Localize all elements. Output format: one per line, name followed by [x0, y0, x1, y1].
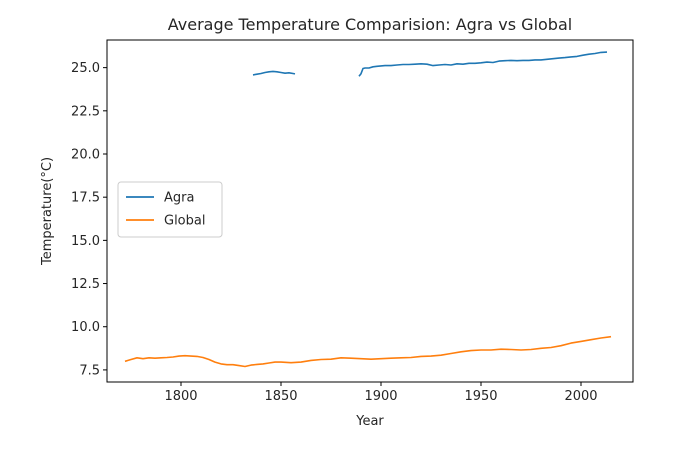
plot-frame — [106, 39, 634, 383]
series-line-agra — [358, 51, 608, 77]
legend-box — [117, 181, 223, 238]
y-tick-label: 7.5 — [79, 363, 100, 378]
y-tick-label: 17.5 — [71, 191, 100, 206]
chart-title: Average Temperature Comparision: Agra vs… — [168, 15, 572, 34]
x-axis-label: Year — [355, 414, 384, 429]
series-line-global — [124, 335, 612, 368]
x-tick-label: 1950 — [464, 389, 497, 404]
series-agra — [252, 51, 608, 77]
x-tick-label: 1850 — [264, 389, 297, 404]
series-global — [124, 335, 612, 368]
y-tick-label: 22.5 — [71, 104, 100, 119]
x-tick-label: 2000 — [564, 389, 597, 404]
x-axis-ticks: 1800 1850 1900 1950 2000 — [164, 382, 598, 404]
axes-frame — [106, 39, 634, 383]
y-tick-label: 12.5 — [71, 277, 100, 292]
y-tick-label: 10.0 — [71, 320, 100, 335]
legend-label-agra: Agra — [164, 191, 194, 206]
legend: Agra Global — [117, 181, 223, 238]
x-tick-label: 1800 — [164, 389, 197, 404]
y-tick-label: 20.0 — [71, 148, 100, 163]
legend-label-global: Global — [164, 214, 205, 229]
y-axis-label: Temperature(°C) — [40, 157, 55, 266]
series-line-agra — [252, 70, 296, 76]
y-tick-label: 25.0 — [71, 61, 100, 76]
y-axis-ticks: 7.5 10.0 12.5 15.0 17.5 20.0 22.5 25.0 — [71, 61, 107, 378]
x-tick-label: 1900 — [364, 389, 397, 404]
y-tick-label: 15.0 — [71, 234, 100, 249]
series-layer — [124, 51, 612, 368]
